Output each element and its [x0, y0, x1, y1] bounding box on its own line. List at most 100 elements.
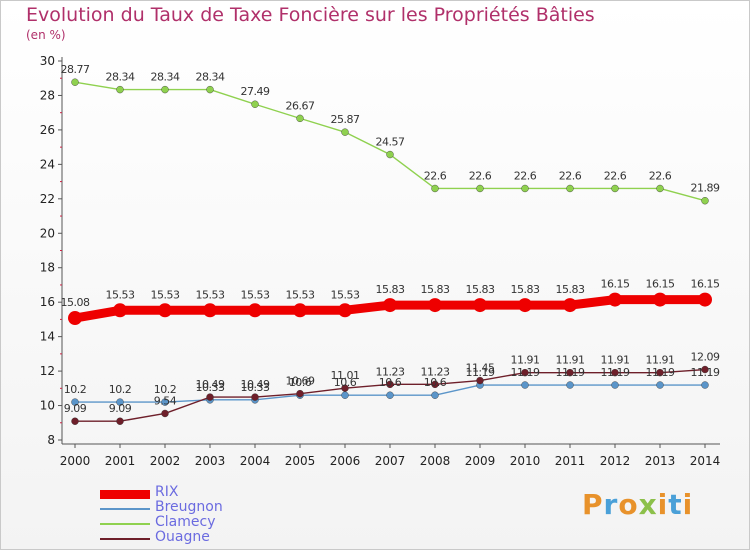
- data-point-rix: [338, 303, 352, 318]
- data-point-rix: [563, 298, 577, 313]
- data-point-clamecy: [71, 78, 79, 86]
- legend-label: Ouagne: [155, 529, 210, 545]
- y-tick-label: 30: [40, 54, 55, 68]
- data-label-breugnon: 10.2: [154, 383, 177, 396]
- data-point-ouagne: [566, 368, 574, 377]
- x-tick-label: 2007: [375, 454, 406, 468]
- data-label-breugnon: 11.19: [466, 366, 495, 379]
- proxiti-logo: Proxiti: [582, 488, 694, 521]
- data-point-clamecy: [206, 85, 214, 94]
- data-label-rix: 15.83: [466, 283, 495, 296]
- data-point-ouagne: [656, 368, 664, 377]
- data-label-clamecy: 22.6: [424, 169, 447, 182]
- x-tick-label: 2003: [195, 454, 226, 468]
- data-label-clamecy: 21.89: [691, 182, 720, 195]
- y-tick-label: 16: [40, 295, 55, 309]
- y-tick-label: 18: [40, 261, 55, 275]
- legend-item-clamecy: Clamecy: [100, 514, 260, 531]
- data-label-ouagne: 11.23: [421, 365, 450, 378]
- data-point-rix: [158, 303, 172, 318]
- data-label-breugnon: 10.6: [379, 376, 402, 389]
- data-point-ouagne: [701, 365, 709, 374]
- data-point-rix: [473, 298, 487, 313]
- y-tick-label: 14: [40, 330, 55, 344]
- data-point-breugnon: [701, 381, 709, 389]
- data-point-ouagne: [521, 368, 529, 377]
- data-label-ouagne: 12.09: [691, 351, 720, 364]
- data-label-clamecy: 28.34: [196, 71, 225, 84]
- data-point-breugnon: [521, 381, 529, 389]
- data-label-ouagne: 11.01: [331, 369, 360, 382]
- data-label-breugnon: 10.2: [64, 383, 87, 396]
- x-tick-label: 2009: [465, 454, 496, 468]
- data-label-ouagne: 11.91: [556, 354, 585, 367]
- data-point-clamecy: [296, 114, 304, 123]
- data-label-breugnon: 10.6: [424, 376, 447, 389]
- data-label-breugnon: 10.33: [241, 381, 270, 394]
- data-point-breugnon: [341, 391, 349, 399]
- y-tick-label: 10: [40, 399, 55, 413]
- y-tick-label: 20: [40, 226, 55, 240]
- data-label-clamecy: 22.6: [469, 169, 492, 182]
- data-point-rix: [203, 303, 217, 318]
- data-point-rix: [518, 298, 532, 313]
- x-tick-label: 2002: [150, 454, 181, 468]
- data-point-clamecy: [431, 184, 439, 193]
- data-label-breugnon: 10.2: [109, 383, 132, 396]
- data-label-rix: 15.08: [61, 296, 90, 309]
- legend-item-breugnon: Breugnon: [100, 499, 260, 516]
- legend-swatch: [100, 538, 150, 540]
- data-point-ouagne: [296, 389, 304, 398]
- data-point-clamecy: [386, 150, 394, 159]
- data-point-ouagne: [341, 384, 349, 392]
- chart-title: Evolution du Taux de Taxe Foncière sur l…: [26, 4, 595, 26]
- data-label-rix: 15.83: [511, 283, 540, 296]
- data-label-clamecy: 28.77: [61, 63, 90, 76]
- data-label-ouagne: 11.91: [646, 354, 675, 367]
- data-label-ouagne: 10.69: [286, 375, 315, 388]
- data-label-clamecy: 22.6: [649, 169, 672, 182]
- data-point-breugnon: [71, 398, 79, 406]
- data-point-breugnon: [116, 398, 124, 406]
- data-point-clamecy: [251, 100, 259, 108]
- data-point-ouagne: [431, 380, 439, 389]
- x-tick-label: 2001: [105, 454, 136, 468]
- data-point-clamecy: [476, 184, 484, 193]
- data-point-ouagne: [386, 380, 394, 389]
- data-label-rix: 15.83: [421, 283, 450, 296]
- chart-legend: RIX Breugnon Clamecy Ouagne: [100, 484, 260, 546]
- data-label-rix: 15.53: [286, 288, 315, 301]
- data-point-breugnon: [656, 381, 664, 389]
- data-point-ouagne: [611, 368, 619, 377]
- legend-label: Clamecy: [155, 514, 216, 530]
- data-label-rix: 16.15: [691, 278, 720, 291]
- data-label-ouagne: 10.49: [241, 378, 270, 391]
- data-label-rix: 15.53: [196, 288, 225, 301]
- data-label-clamecy: 27.49: [241, 85, 270, 98]
- y-tick-label: 22: [40, 192, 55, 206]
- data-point-breugnon: [611, 381, 619, 389]
- data-point-clamecy: [611, 184, 619, 193]
- data-label-clamecy: 24.57: [376, 136, 405, 149]
- data-label-clamecy: 28.34: [151, 71, 180, 84]
- data-point-ouagne: [206, 393, 214, 401]
- legend-label: Breugnon: [155, 499, 223, 515]
- data-label-clamecy: 25.87: [331, 113, 360, 126]
- data-label-ouagne: 11.91: [511, 354, 540, 367]
- data-point-breugnon: [161, 398, 169, 406]
- data-point-ouagne: [71, 417, 79, 425]
- data-point-rix: [68, 311, 82, 326]
- data-label-breugnon: 11.19: [556, 366, 585, 379]
- data-point-rix: [428, 298, 442, 313]
- legend-item-ouagne: Ouagne: [100, 529, 260, 546]
- data-point-clamecy: [701, 197, 709, 205]
- data-label-clamecy: 26.67: [286, 99, 315, 112]
- data-label-clamecy: 22.6: [604, 169, 627, 182]
- data-label-ouagne: 11.91: [601, 354, 630, 367]
- data-point-ouagne: [116, 417, 124, 425]
- legend-swatch: [100, 523, 150, 525]
- x-tick-label: 2008: [420, 454, 451, 468]
- y-tick-label: 12: [40, 364, 55, 378]
- data-label-rix: 15.53: [106, 288, 135, 301]
- x-tick-label: 2014: [690, 454, 721, 468]
